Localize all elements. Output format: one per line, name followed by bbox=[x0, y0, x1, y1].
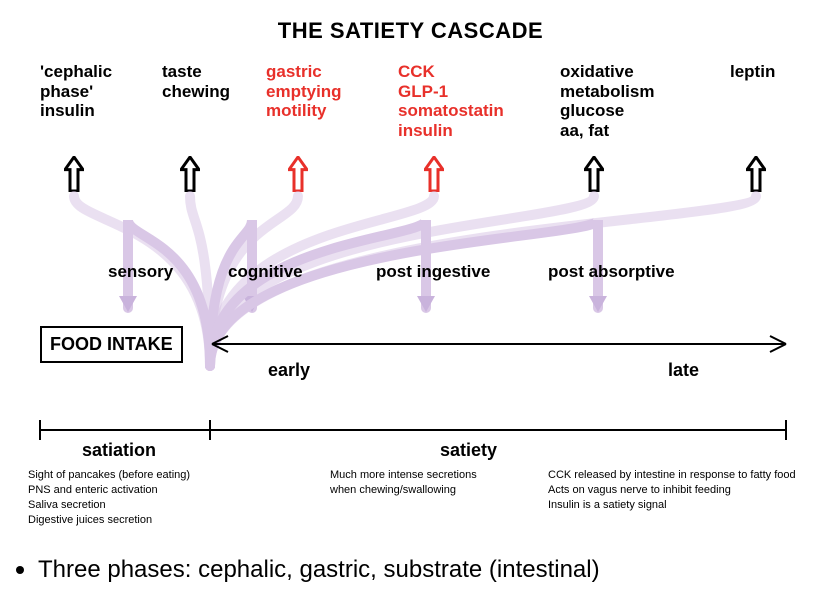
up-arrow-icon bbox=[64, 156, 84, 192]
pathway-label: post ingestive bbox=[376, 262, 490, 282]
summary-bullet: Three phases: cephalic, gastric, substra… bbox=[16, 556, 600, 584]
stage-late-label: late bbox=[668, 360, 699, 381]
note-block: CCK released by intestine in response to… bbox=[548, 468, 796, 513]
up-arrow-icon bbox=[288, 156, 308, 192]
factor-taste: tastechewing bbox=[162, 62, 230, 101]
up-arrow-icon bbox=[584, 156, 604, 192]
up-arrow-icon bbox=[746, 156, 766, 192]
factor-leptin: leptin bbox=[730, 62, 775, 82]
up-arrow-icon bbox=[424, 156, 444, 192]
pathway-label: post absorptive bbox=[548, 262, 675, 282]
stage-early-label: early bbox=[268, 360, 310, 381]
bullet-icon bbox=[16, 566, 24, 574]
pathway-label: cognitive bbox=[228, 262, 303, 282]
page-title: THE SATIETY CASCADE bbox=[0, 18, 821, 44]
up-arrow-icon bbox=[180, 156, 200, 192]
factor-gastric: gastricemptyingmotility bbox=[266, 62, 342, 121]
note-block: Much more intense secretionswhen chewing… bbox=[330, 468, 477, 498]
food-intake-box: FOOD INTAKE bbox=[40, 326, 183, 363]
phase-satiety-label: satiety bbox=[440, 440, 497, 461]
note-block: Sight of pancakes (before eating)PNS and… bbox=[28, 468, 190, 527]
phase-satiation-label: satiation bbox=[82, 440, 156, 461]
bullet-text: Three phases: cephalic, gastric, substra… bbox=[38, 556, 600, 584]
factor-oxidative: oxidativemetabolismglucoseaa, fat bbox=[560, 62, 654, 140]
pathway-label: sensory bbox=[108, 262, 173, 282]
factor-cck: CCKGLP-1somatostatininsulin bbox=[398, 62, 504, 140]
factor-cephalic: 'cephalicphase'insulin bbox=[40, 62, 112, 121]
